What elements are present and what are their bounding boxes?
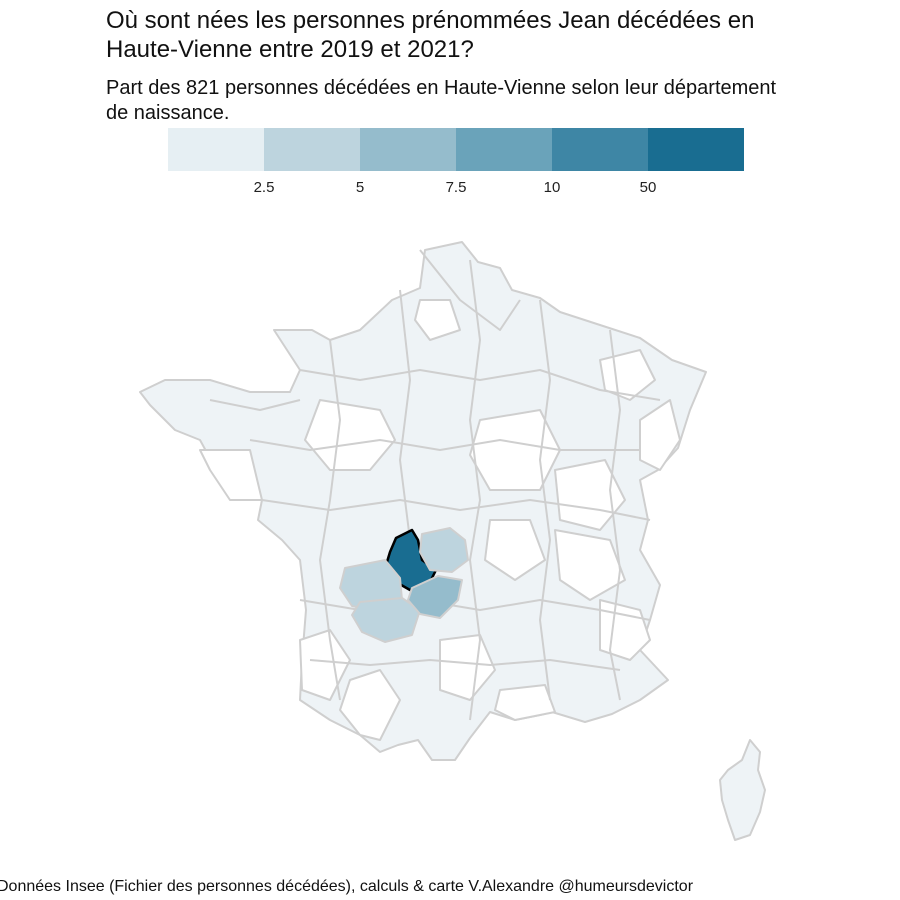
legend-tick-label: 5 [355, 179, 365, 196]
department-border [209, 399, 301, 411]
legend-tick-label: 7.5 [445, 179, 467, 196]
legend-color-bar [168, 128, 744, 171]
chart-caption: Données Insee (Fichier des personnes déc… [0, 878, 694, 895]
department-no-data [494, 684, 556, 721]
legend-swatch-5 [648, 128, 744, 171]
subtitle-line-2: de naissance. [106, 102, 230, 124]
department-border [261, 499, 651, 521]
legend-swatch-4 [552, 128, 648, 171]
department-border [539, 299, 551, 701]
title-line-1: Où sont nées les personnes prénommées Je… [106, 7, 755, 34]
department-creuse [419, 527, 469, 573]
department-no-data [469, 409, 561, 491]
legend-tick-label: 2.5 [253, 179, 275, 196]
legend-swatch-0 [168, 128, 264, 171]
department-no-data [414, 299, 461, 341]
legend-swatch-1 [264, 128, 360, 171]
legend-tick-label: 50 [639, 179, 657, 196]
department-no-data [554, 529, 626, 601]
department-corr-ze [407, 575, 463, 619]
color-legend: 2.5 5 7.5 10 50 [168, 128, 744, 197]
department-border [309, 659, 621, 671]
chart-subtitle: Part des 821 personnes décédées en Haute… [106, 76, 900, 126]
legend-tick-label: 10 [543, 179, 561, 196]
title-line-2: Haute-Vienne entre 2019 et 2021? [106, 36, 474, 63]
department-border [609, 329, 621, 701]
department-no-data [304, 399, 396, 471]
department-border [249, 439, 640, 451]
department-no-data [439, 634, 496, 701]
france-mainland [139, 241, 707, 761]
legend-swatch-2 [360, 128, 456, 171]
department-no-data [599, 599, 651, 661]
department-border [319, 339, 341, 701]
subtitle-line-1: Part des 821 personnes décédées en Haute… [106, 77, 777, 99]
department-no-data [484, 519, 546, 581]
department-border [399, 289, 411, 541]
department-no-data [339, 669, 401, 741]
chart-title: Où sont nées les personnes prénommées Je… [106, 6, 896, 64]
legend-ticks: 2.5 5 7.5 10 50 [168, 171, 744, 197]
department-border [419, 249, 521, 331]
corsica [719, 739, 766, 841]
department-no-data [639, 399, 681, 471]
department-dordogne [351, 597, 421, 643]
legend-swatch-3 [456, 128, 552, 171]
department-border [469, 259, 481, 721]
department-border [299, 369, 661, 401]
department-no-data [199, 449, 263, 501]
